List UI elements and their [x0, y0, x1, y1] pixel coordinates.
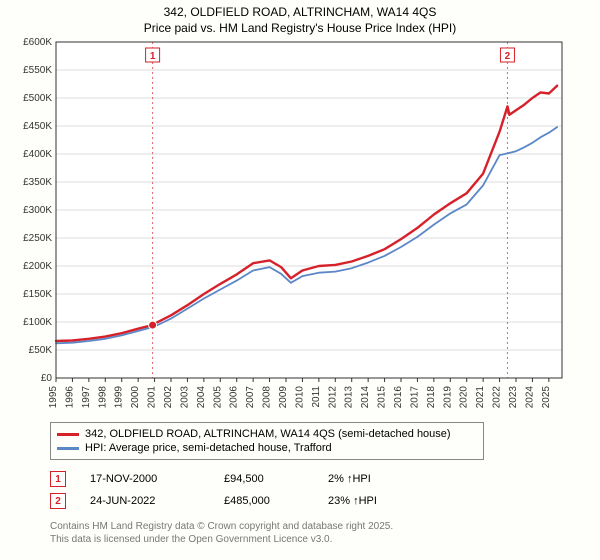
marker-price: £94,500: [224, 473, 304, 485]
svg-text:£100K: £100K: [23, 317, 52, 328]
title-line2: Price paid vs. HM Land Registry's House …: [0, 20, 600, 36]
svg-text:£150K: £150K: [23, 289, 52, 300]
svg-text:2008: 2008: [262, 386, 273, 409]
svg-text:2024: 2024: [524, 386, 535, 409]
svg-text:2007: 2007: [245, 386, 256, 409]
svg-text:£200K: £200K: [23, 261, 52, 272]
svg-text:2004: 2004: [196, 386, 207, 409]
legend-swatch: [57, 447, 79, 450]
svg-text:2011: 2011: [311, 386, 322, 408]
svg-text:£50K: £50K: [29, 345, 53, 356]
svg-text:£0: £0: [41, 373, 53, 384]
svg-text:2000: 2000: [130, 386, 141, 409]
marker-delta: 2%HPI: [328, 473, 448, 485]
legend-label: HPI: Average price, semi-detached house,…: [85, 442, 332, 454]
svg-text:2012: 2012: [327, 386, 338, 409]
svg-text:2001: 2001: [147, 386, 158, 409]
svg-text:2021: 2021: [475, 386, 486, 409]
svg-text:2005: 2005: [212, 386, 223, 409]
chart-title: 342, OLDFIELD ROAD, ALTRINCHAM, WA14 4QS…: [0, 0, 600, 36]
svg-text:2010: 2010: [294, 386, 305, 409]
marker-price: £485,000: [224, 495, 304, 507]
svg-text:£250K: £250K: [23, 233, 52, 244]
footer-line2: This data is licensed under the Open Gov…: [50, 533, 600, 546]
svg-text:£450K: £450K: [23, 121, 52, 132]
marker-delta: 23%HPI: [328, 495, 448, 507]
svg-text:2017: 2017: [409, 386, 420, 409]
svg-text:£550K: £550K: [23, 65, 52, 76]
legend-label: 342, OLDFIELD ROAD, ALTRINCHAM, WA14 4QS…: [85, 428, 451, 440]
marker-row: 2 24-JUN-2022 £485,000 23%HPI: [50, 490, 600, 512]
svg-text:2018: 2018: [426, 386, 437, 409]
svg-text:£300K: £300K: [23, 205, 52, 216]
arrow-up-icon: [350, 495, 359, 507]
legend-item-hpi: HPI: Average price, semi-detached house,…: [57, 441, 477, 455]
svg-text:£600K: £600K: [23, 37, 52, 48]
svg-text:2003: 2003: [179, 386, 190, 409]
svg-text:2006: 2006: [229, 386, 240, 409]
marker-row: 1 17-NOV-2000 £94,500 2%HPI: [50, 468, 600, 490]
svg-text:1: 1: [150, 51, 156, 62]
svg-text:2023: 2023: [508, 386, 519, 409]
svg-text:1998: 1998: [97, 386, 108, 409]
svg-text:2022: 2022: [492, 386, 503, 409]
footer-line1: Contains HM Land Registry data © Crown c…: [50, 520, 600, 533]
marker-date: 17-NOV-2000: [90, 473, 200, 485]
svg-text:£500K: £500K: [23, 93, 52, 104]
svg-text:2019: 2019: [442, 386, 453, 409]
chart-svg: £0 £50K £100K £150K £200K £250K £300K £350K £400…: [10, 36, 570, 416]
svg-text:2016: 2016: [393, 386, 404, 409]
marker-annotations: 1 17-NOV-2000 £94,500 2%HPI 2 24-JUN-202…: [50, 468, 600, 512]
legend: 342, OLDFIELD ROAD, ALTRINCHAM, WA14 4QS…: [50, 422, 484, 460]
svg-text:1999: 1999: [114, 386, 125, 409]
svg-text:2: 2: [505, 51, 511, 62]
svg-text:2015: 2015: [377, 386, 388, 409]
svg-text:2014: 2014: [360, 386, 371, 409]
svg-text:1996: 1996: [64, 386, 75, 409]
svg-text:£350K: £350K: [23, 177, 52, 188]
svg-text:2009: 2009: [278, 386, 289, 409]
legend-swatch: [57, 433, 79, 436]
svg-text:1997: 1997: [81, 386, 92, 409]
price-chart: £0 £50K £100K £150K £200K £250K £300K £350K £400…: [10, 36, 570, 416]
footer-attribution: Contains HM Land Registry data © Crown c…: [50, 520, 600, 546]
svg-text:£400K: £400K: [23, 149, 52, 160]
svg-text:2002: 2002: [163, 386, 174, 409]
svg-text:2020: 2020: [459, 386, 470, 409]
svg-text:2025: 2025: [541, 386, 552, 409]
marker-badge: 1: [50, 471, 66, 487]
title-line1: 342, OLDFIELD ROAD, ALTRINCHAM, WA14 4QS: [0, 4, 600, 20]
svg-text:2013: 2013: [344, 386, 355, 409]
svg-text:1995: 1995: [48, 386, 59, 409]
marker-date: 24-JUN-2022: [90, 495, 200, 507]
marker-badge: 2: [50, 493, 66, 509]
legend-item-price-paid: 342, OLDFIELD ROAD, ALTRINCHAM, WA14 4QS…: [57, 427, 477, 441]
